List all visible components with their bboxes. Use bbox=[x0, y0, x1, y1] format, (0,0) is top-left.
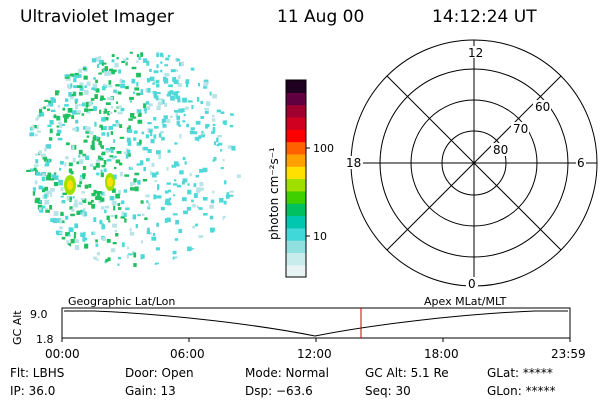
title: Ultraviolet Imager bbox=[20, 7, 174, 27]
colorbar-tick-10: 10 bbox=[313, 230, 327, 243]
mlt-label-18: 18 bbox=[346, 156, 361, 170]
mlt-label-6: 6 bbox=[577, 156, 585, 170]
dsp-info: Dsp: −63.6 bbox=[245, 384, 313, 398]
date: 11 Aug 00 bbox=[277, 7, 365, 27]
mode-info: Mode: Normal bbox=[245, 366, 329, 380]
mlt-label-0: 0 bbox=[468, 277, 476, 291]
alt-tick-9: 9.0 bbox=[30, 308, 48, 321]
colorbar-label: photon cm⁻²s⁻¹ bbox=[267, 147, 281, 240]
gain-info: Gain: 13 bbox=[125, 384, 176, 398]
lat-label-60: 60 bbox=[535, 100, 550, 114]
ip-info: IP: 36.0 bbox=[10, 384, 56, 398]
time-tick-0000: 00:00 bbox=[45, 347, 80, 361]
time-tick-1800: 18:00 bbox=[424, 347, 459, 361]
glat-info: GLat: ***** bbox=[487, 366, 553, 380]
door-info: Door: Open bbox=[125, 366, 194, 380]
mlt-label-12: 12 bbox=[468, 46, 483, 60]
colorbar-tick-100: 100 bbox=[313, 142, 334, 155]
polar-grid bbox=[350, 39, 598, 287]
time-tick-2359: 23:59 bbox=[551, 347, 586, 361]
time-tick-0600: 06:00 bbox=[170, 347, 205, 361]
time-tick-1200: 12:00 bbox=[297, 347, 332, 361]
lat-label-70: 70 bbox=[513, 122, 528, 136]
glon-info: GLon: ***** bbox=[487, 384, 556, 398]
time: 14:12:24 UT bbox=[432, 7, 537, 27]
geo-label: Geographic Lat/Lon bbox=[68, 295, 175, 308]
altitude-plot: Geographic Lat/Lon Apex MLat/MLT GC Alt … bbox=[11, 295, 586, 361]
lat-label-80: 80 bbox=[493, 143, 508, 157]
alt-axis-title: GC Alt bbox=[11, 310, 24, 345]
seq-info: Seq: 30 bbox=[365, 384, 411, 398]
flt-info: Flt: LBHS bbox=[10, 366, 65, 380]
colorbar: 100 10 photon cm⁻²s⁻¹ bbox=[267, 79, 334, 278]
alt-tick-1.8: 1.8 bbox=[36, 333, 54, 346]
uv-image bbox=[25, 49, 243, 267]
apex-label: Apex MLat/MLT bbox=[424, 295, 507, 308]
gcalt-info: GC Alt: 5.1 Re bbox=[365, 366, 449, 380]
